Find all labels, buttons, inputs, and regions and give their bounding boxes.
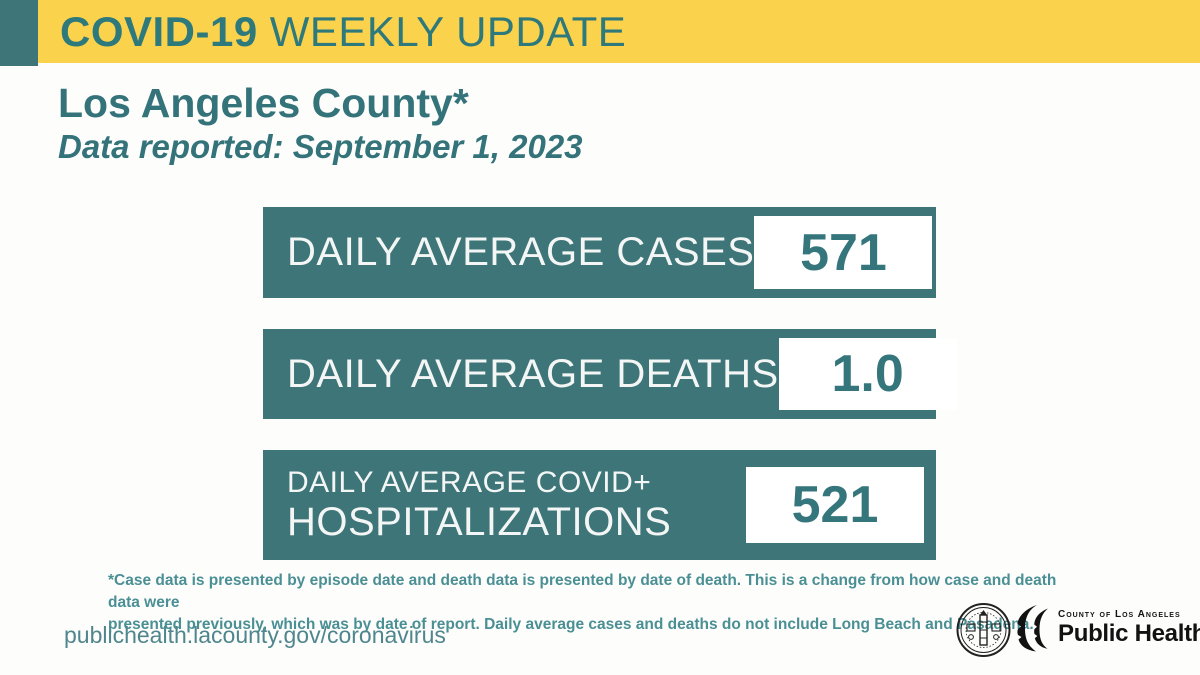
public-health-url-link[interactable]: publichealth.lacounty.gov/coronavirus: [64, 622, 446, 648]
stats-section: DAILY AVERAGE CASES 571 DAILY AVERAGE DE…: [263, 207, 957, 560]
logo-county-line: County of Los Angeles: [1058, 609, 1181, 620]
stat-value-deaths: 1.0: [831, 345, 904, 403]
banner-title: COVID-19 WEEKLY UPDATE: [60, 8, 626, 56]
banner-title-covid19: COVID-19: [60, 7, 258, 55]
stat-value-hospitalizations: 521: [791, 476, 879, 534]
stat-label-cases: DAILY AVERAGE CASES: [287, 230, 755, 274]
logo-dept-line: Public Health: [1058, 620, 1200, 647]
stat-row-daily-average-deaths: DAILY AVERAGE DEATHS 1.0: [263, 329, 957, 419]
public-health-logo-text: County of Los Angeles Public Health: [1058, 609, 1200, 647]
footnote-line-2: presented previously, which was by date …: [108, 616, 1034, 633]
stat-label-hospitalizations-line1: DAILY AVERAGE COVID+: [287, 465, 652, 499]
stat-value-cases: 571: [800, 223, 887, 282]
la-county-seal-icon: [956, 603, 1011, 657]
stat-value-box-deaths: 1.0: [778, 338, 957, 410]
data-reported-date: Data reported: September 1, 2023: [58, 128, 583, 165]
stat-label-deaths: DAILY AVERAGE DEATHS: [287, 351, 779, 396]
footnote-line-1: *Case data is presented by episode date …: [108, 572, 1057, 611]
stat-value-box-cases: 571: [754, 216, 933, 289]
stat-label-hospitalizations: DAILY AVERAGE COVID+ HOSPITALIZATIONS: [287, 466, 671, 545]
banner-title-weekly-update: WEEKLY UPDATE: [269, 7, 627, 55]
footnote: *Case data is presented by episode date …: [108, 570, 1088, 636]
stat-value-box-hospitalizations: 521: [746, 467, 924, 543]
page-title: Los Angeles County*: [58, 80, 469, 126]
public-health-faces-icon: [1017, 605, 1048, 652]
teal-corner-block: [0, 0, 38, 66]
stat-row-daily-average-hospitalizations: DAILY AVERAGE COVID+ HOSPITALIZATIONS 52…: [263, 450, 936, 560]
stat-row-daily-average-cases: DAILY AVERAGE CASES 571: [263, 207, 936, 298]
top-banner: COVID-19 WEEKLY UPDATE: [38, 0, 1200, 63]
public-health-logo: County of Los Angeles Public Health: [1016, 604, 1200, 652]
stat-label-hospitalizations-line2: HOSPITALIZATIONS: [287, 500, 672, 545]
